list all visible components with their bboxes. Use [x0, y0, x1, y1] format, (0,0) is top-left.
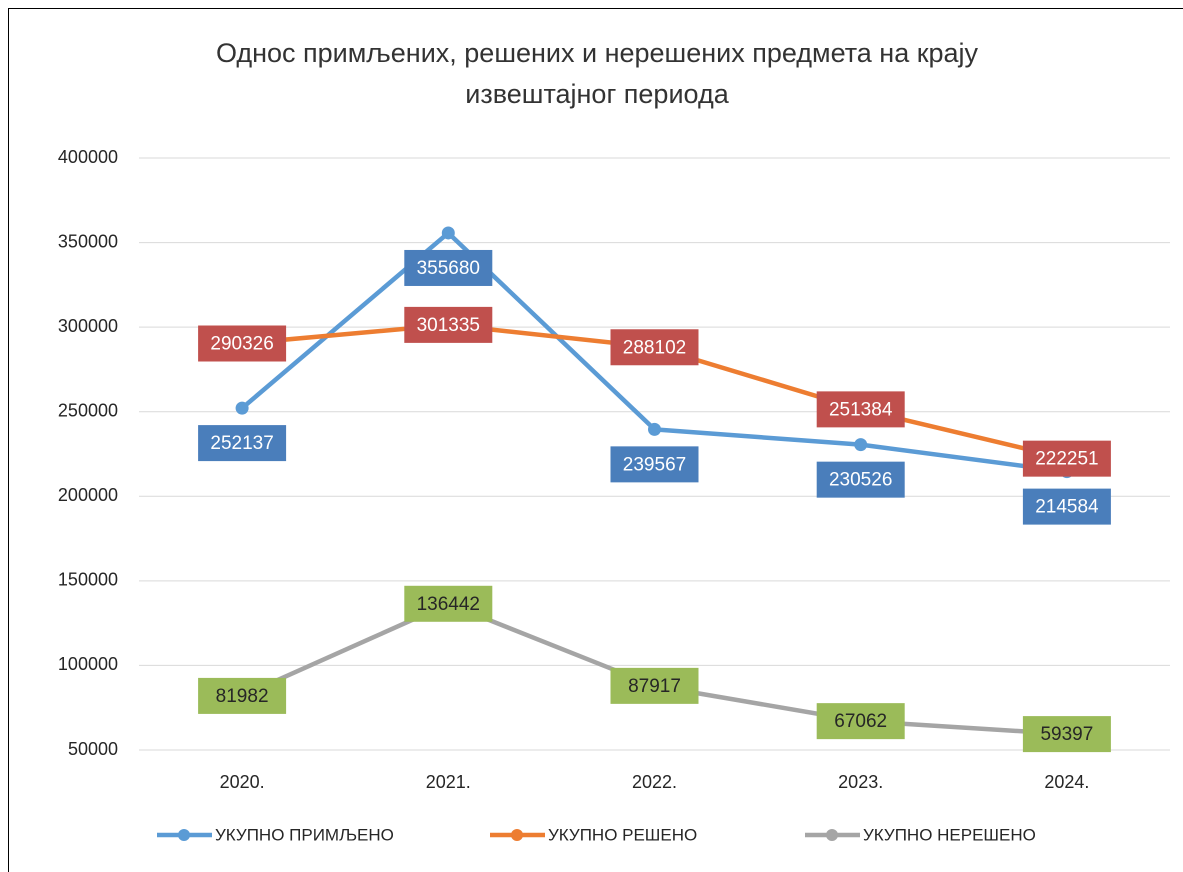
point-marker — [648, 422, 661, 436]
data-label: 59397 — [1040, 724, 1093, 745]
y-tick-label: 50000 — [68, 739, 118, 759]
y-tick-label: 150000 — [58, 570, 118, 590]
data-label-box — [1022, 488, 1111, 525]
data-label-box — [816, 703, 905, 740]
data-label: 222251 — [1035, 449, 1098, 470]
data-label: 87917 — [628, 676, 681, 697]
legend-marker — [511, 829, 523, 841]
data-label: 301335 — [417, 315, 480, 336]
y-tick-label: 400000 — [58, 147, 118, 167]
x-tick-label: 2024. — [1044, 772, 1089, 792]
y-tick-label: 200000 — [58, 485, 118, 505]
y-tick-label: 100000 — [58, 654, 118, 674]
y-tick-label: 250000 — [58, 400, 118, 420]
legend-marker — [178, 829, 190, 841]
data-label-box — [404, 585, 493, 622]
x-tick-label: 2023. — [838, 772, 883, 792]
data-label-box — [1022, 440, 1111, 477]
data-label: 214584 — [1035, 497, 1099, 518]
chart-border — [8, 8, 1183, 872]
data-label: 81982 — [216, 686, 269, 707]
x-tick-label: 2022. — [632, 772, 677, 792]
point-marker — [235, 401, 249, 415]
point-marker — [854, 438, 868, 452]
data-label-box — [198, 325, 287, 362]
data-label: 239567 — [623, 454, 686, 475]
legend-label: УКУПНО ПРИМЉЕНО — [215, 825, 394, 844]
data-label: 290326 — [210, 334, 273, 355]
data-label: 288102 — [623, 337, 686, 358]
data-label-box — [404, 249, 493, 286]
legend-marker — [826, 829, 838, 841]
data-label: 67062 — [834, 711, 887, 732]
legend-label: УКУПНО РЕШЕНО — [548, 825, 697, 844]
chart-title: Однос примљених, решених и нерешених пре… — [216, 38, 979, 68]
data-label-box — [404, 306, 493, 343]
data-label: 252137 — [210, 433, 273, 454]
data-label-box — [198, 425, 287, 462]
chart-title: извештајног периода — [465, 79, 729, 109]
data-label-box — [610, 667, 699, 704]
x-tick-label: 2021. — [426, 772, 471, 792]
data-label-box — [610, 446, 699, 483]
data-label-box — [1022, 716, 1111, 753]
data-label-box — [198, 677, 287, 714]
data-label-box — [816, 391, 905, 428]
data-label: 230526 — [829, 470, 892, 491]
data-label-box — [816, 461, 905, 498]
legend-label: УКУПНО НЕРЕШЕНО — [863, 825, 1036, 844]
x-tick-label: 2020. — [220, 772, 265, 792]
y-tick-label: 300000 — [58, 316, 118, 336]
y-tick-label: 350000 — [58, 231, 118, 251]
data-label: 251384 — [829, 399, 893, 420]
data-label: 355680 — [417, 258, 480, 279]
data-label-box — [610, 329, 699, 366]
point-marker — [441, 226, 455, 240]
data-label: 136442 — [417, 594, 480, 615]
